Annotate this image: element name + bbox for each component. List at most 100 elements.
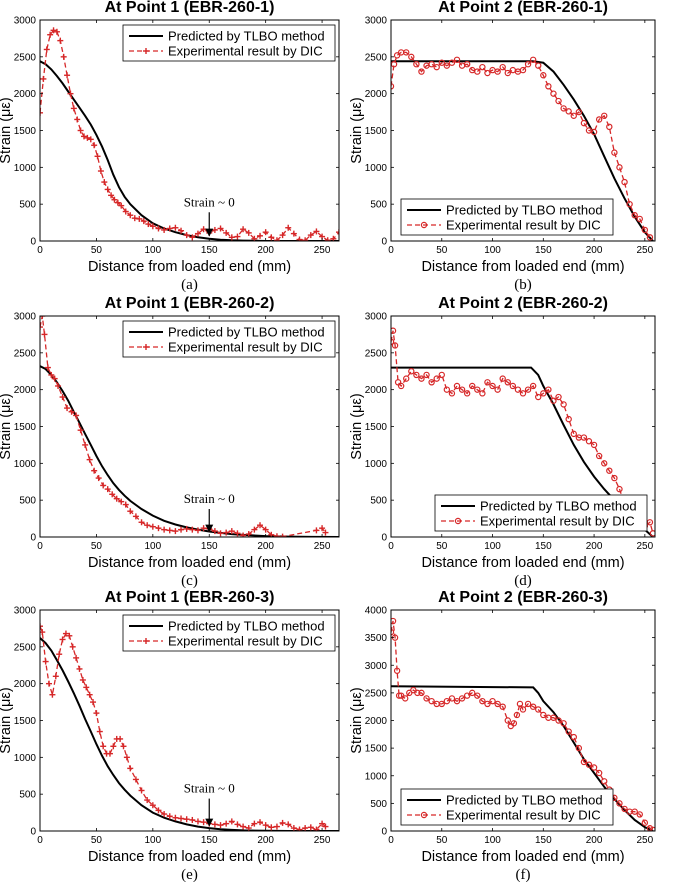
series-experimental xyxy=(391,49,654,241)
data-point xyxy=(273,823,280,830)
data-point xyxy=(550,397,557,404)
x-tick-label: 150 xyxy=(201,835,218,846)
data-point xyxy=(211,226,218,233)
data-point xyxy=(418,375,425,382)
y-tick-label: 0 xyxy=(30,533,36,544)
data-point xyxy=(96,728,103,735)
data-point xyxy=(484,69,491,77)
data-point xyxy=(641,819,649,826)
data-point xyxy=(535,62,542,69)
y-axis-label: Strain (με) xyxy=(349,393,365,459)
data-point xyxy=(428,60,435,68)
data-point xyxy=(161,226,168,233)
data-point xyxy=(499,375,506,382)
data-point xyxy=(428,697,435,705)
x-tick-label: 200 xyxy=(586,835,603,846)
data-point xyxy=(122,208,129,215)
data-point xyxy=(529,382,537,390)
y-tick-label: 1500 xyxy=(365,126,388,137)
data-point xyxy=(516,700,524,708)
data-point xyxy=(91,467,98,474)
data-point xyxy=(40,109,43,116)
data-point xyxy=(87,136,94,143)
x-tick-label: 100 xyxy=(484,245,501,256)
y-tick-label: 2500 xyxy=(14,52,37,63)
data-point xyxy=(86,691,93,698)
x-tick-label: 150 xyxy=(201,245,218,256)
data-point xyxy=(166,527,173,534)
data-point xyxy=(228,234,235,241)
y-tick-label: 0 xyxy=(30,237,36,248)
x-tick-label: 100 xyxy=(484,541,501,552)
data-point xyxy=(73,412,80,419)
y-tick-label: 4000 xyxy=(365,606,388,617)
data-point xyxy=(509,66,517,74)
data-point xyxy=(499,703,506,710)
data-point xyxy=(245,229,252,236)
data-point xyxy=(494,700,501,708)
data-point xyxy=(228,818,235,825)
data-point xyxy=(251,820,258,827)
y-tick-label: 3000 xyxy=(365,16,388,27)
data-point xyxy=(111,196,118,203)
data-point xyxy=(611,149,618,156)
data-point xyxy=(59,394,66,401)
data-point xyxy=(499,63,506,71)
data-point xyxy=(93,710,100,717)
x-axis-label: Distance from loaded end (mm) xyxy=(421,259,624,275)
y-tick-label: 1500 xyxy=(14,422,37,433)
x-tick-label: 150 xyxy=(201,541,218,552)
data-point xyxy=(48,371,55,378)
data-point xyxy=(484,379,491,386)
legend-marker xyxy=(143,48,149,54)
data-point xyxy=(91,142,98,149)
series-experimental xyxy=(40,27,339,241)
data-point xyxy=(127,508,134,515)
data-point xyxy=(290,825,297,831)
data-point xyxy=(73,654,80,661)
data-point xyxy=(223,820,230,827)
series-line xyxy=(40,365,339,537)
x-tick-label: 250 xyxy=(314,835,331,846)
data-point xyxy=(438,371,445,379)
data-point xyxy=(585,438,593,445)
data-point xyxy=(149,223,156,230)
legend-marker xyxy=(420,811,428,819)
x-tick-label: 200 xyxy=(586,245,603,256)
data-point xyxy=(601,112,608,119)
data-point xyxy=(504,69,511,77)
data-point xyxy=(56,651,63,658)
x-tick-label: 100 xyxy=(144,245,161,256)
data-point xyxy=(458,386,466,393)
legend-entry: Experimental result by DIC xyxy=(446,808,601,823)
series-experimental xyxy=(391,617,655,831)
data-point xyxy=(403,375,410,382)
panel-label: (e) xyxy=(181,867,198,882)
data-point xyxy=(55,382,62,389)
data-point xyxy=(183,232,190,239)
data-point xyxy=(100,482,107,489)
x-tick-label: 0 xyxy=(388,245,394,256)
data-point xyxy=(302,237,309,241)
x-tick-label: 150 xyxy=(535,245,552,256)
y-tick-label: 500 xyxy=(370,200,387,211)
data-point xyxy=(189,234,196,241)
y-tick-label: 3000 xyxy=(14,312,37,323)
x-tick-label: 100 xyxy=(144,835,161,846)
series-line xyxy=(40,316,327,537)
data-point xyxy=(397,382,405,390)
data-point xyxy=(391,327,397,334)
data-point xyxy=(110,743,117,750)
data-point xyxy=(453,382,461,390)
legend-entry: Predicted by TLBO method xyxy=(168,29,325,44)
data-point xyxy=(228,528,235,535)
data-point xyxy=(418,68,425,75)
x-tick-label: 250 xyxy=(314,245,331,256)
data-point xyxy=(44,364,51,371)
data-point xyxy=(57,37,64,44)
data-point xyxy=(136,215,143,222)
data-point xyxy=(285,821,292,828)
legend-marker xyxy=(143,638,149,644)
data-point xyxy=(290,230,297,237)
x-tick-label: 50 xyxy=(436,541,448,552)
